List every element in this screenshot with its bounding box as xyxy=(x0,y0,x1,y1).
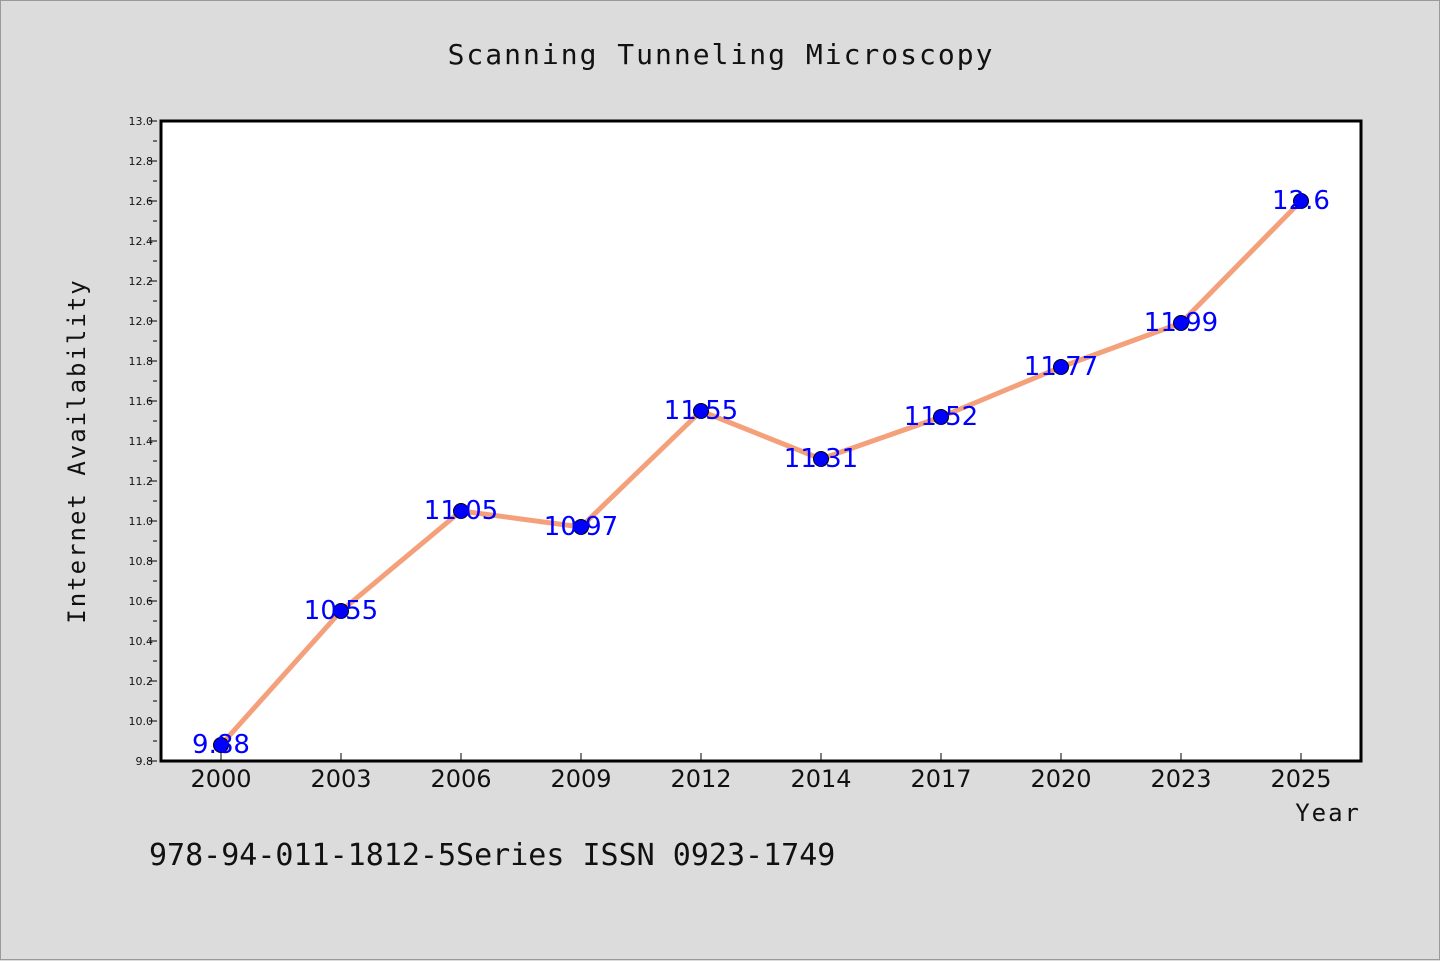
data-point xyxy=(573,519,589,535)
x-tick-label: 2012 xyxy=(670,765,731,793)
data-label: 10.97 xyxy=(544,512,618,542)
data-label: 11.77 xyxy=(1024,352,1098,382)
chart-title: Scanning Tunneling Microscopy xyxy=(448,38,995,71)
data-label: 11.55 xyxy=(664,396,738,426)
data-point xyxy=(933,409,949,425)
data-point xyxy=(213,737,229,753)
y-tick-label: 10.0 xyxy=(129,715,154,728)
x-tick-label: 2003 xyxy=(310,765,371,793)
plot-area xyxy=(159,119,1363,763)
data-point xyxy=(1053,359,1069,375)
x-tick-label: 2020 xyxy=(1030,765,1091,793)
data-label: 11.99 xyxy=(1144,308,1218,338)
y-tick-label: 10.4 xyxy=(129,635,154,648)
data-point xyxy=(813,451,829,467)
data-point xyxy=(1173,315,1189,331)
y-tick-label: 12.6 xyxy=(129,195,154,208)
x-axis: 2000 2003 2006 2009 2012 2014 2017 2020 2023 2025 xyxy=(190,753,1332,793)
y-axis-label: Internet Availability xyxy=(63,278,91,623)
y-tick-label: 12.2 xyxy=(129,275,154,288)
series-group xyxy=(213,193,1309,753)
x-tick-label: 2006 xyxy=(430,765,491,793)
y-tick-label: 13.0 xyxy=(129,115,154,128)
data-label: 10.55 xyxy=(304,596,378,626)
data-label: 11.05 xyxy=(424,496,498,526)
data-label: 12.6 xyxy=(1272,186,1330,216)
data-point xyxy=(693,403,709,419)
y-tick-label: 12.4 xyxy=(129,235,154,248)
data-label: 11.52 xyxy=(904,402,978,432)
data-label: 11.31 xyxy=(784,444,858,474)
y-tick-label: 12.8 xyxy=(129,155,154,168)
x-tick-label: 2025 xyxy=(1270,765,1331,793)
data-labels-group: 9.88 10.55 11.05 10.97 11.55 11.31 11.52 11.77 1… xyxy=(192,186,1330,760)
y-axis: 9.8 10.0 10.2 10.4 10.6 10.8 11.0 11.2 11.4 11.6 1… xyxy=(129,115,157,768)
x-axis-label: Year xyxy=(1295,799,1361,827)
data-label: 9.88 xyxy=(192,730,250,760)
x-tick-label: 2009 xyxy=(550,765,611,793)
y-tick-label: 12.0 xyxy=(129,315,154,328)
data-point xyxy=(1293,193,1309,209)
y-tick-label: 10.2 xyxy=(129,675,154,688)
y-tick-label: 11.0 xyxy=(129,515,154,528)
y-tick-label: 11.6 xyxy=(129,395,154,408)
footer-text: 978-94-011-1812-5Series ISSN 0923-1749 xyxy=(149,838,835,873)
x-tick-label: 2014 xyxy=(790,765,851,793)
x-tick-label: 2017 xyxy=(910,765,971,793)
y-tick-label: 11.8 xyxy=(129,355,154,368)
data-point xyxy=(453,503,469,519)
y-tick-label: 10.6 xyxy=(129,595,154,608)
series-line xyxy=(218,198,1304,748)
y-tick-label: 11.4 xyxy=(129,435,154,448)
data-point xyxy=(333,603,349,619)
y-tick-label: 11.2 xyxy=(129,475,154,488)
x-tick-label: 2023 xyxy=(1150,765,1211,793)
y-tick-label: 10.8 xyxy=(129,555,154,568)
x-tick-label: 2000 xyxy=(190,765,251,793)
y-tick-label: 9.8 xyxy=(136,755,154,768)
